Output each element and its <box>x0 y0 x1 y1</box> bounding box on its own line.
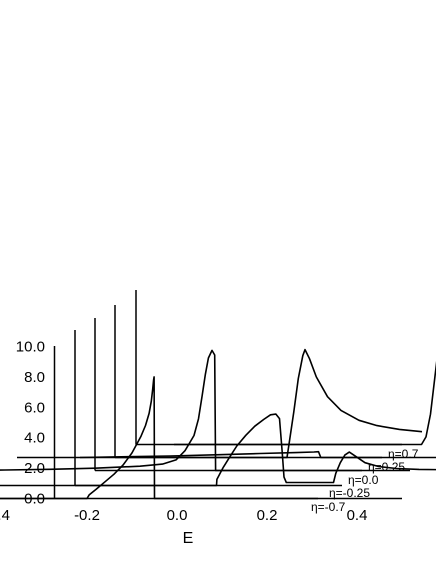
series-line <box>17 348 423 459</box>
series-line <box>0 413 436 487</box>
axes-layer <box>0 290 402 500</box>
x-tick-label: 0.4 <box>347 507 368 524</box>
y-tick-label: 2.0 <box>24 460 45 477</box>
series-label: η=-0.25 <box>329 486 370 500</box>
curves-layer <box>0 348 436 500</box>
y-tick-label: 6.0 <box>24 399 45 416</box>
x-tick-label: -0.4 <box>0 507 10 524</box>
y-tick-label: 4.0 <box>24 430 45 447</box>
series-label: η=-0.7 <box>311 500 346 514</box>
x-axis-title: E <box>183 530 194 547</box>
series-line <box>79 450 436 459</box>
y-tick-label: 10.0 <box>16 339 45 356</box>
series-line <box>0 349 410 472</box>
series-line <box>0 376 402 500</box>
y-tick-label: 8.0 <box>24 369 45 386</box>
series-label: η=0.7 <box>388 447 419 461</box>
series-line <box>174 360 436 446</box>
labels-layer: -0.6-0.4-0.20.00.20.40.02.04.06.08.010.0… <box>0 339 419 548</box>
x-tick-label: -0.2 <box>74 507 100 524</box>
y-tick-label: 0.0 <box>24 491 45 508</box>
x-tick-label: 0.0 <box>167 507 188 524</box>
series-label: η=0.0 <box>348 473 379 487</box>
series-label: η=0.25 <box>368 460 405 474</box>
x-tick-label: 0.2 <box>257 507 278 524</box>
